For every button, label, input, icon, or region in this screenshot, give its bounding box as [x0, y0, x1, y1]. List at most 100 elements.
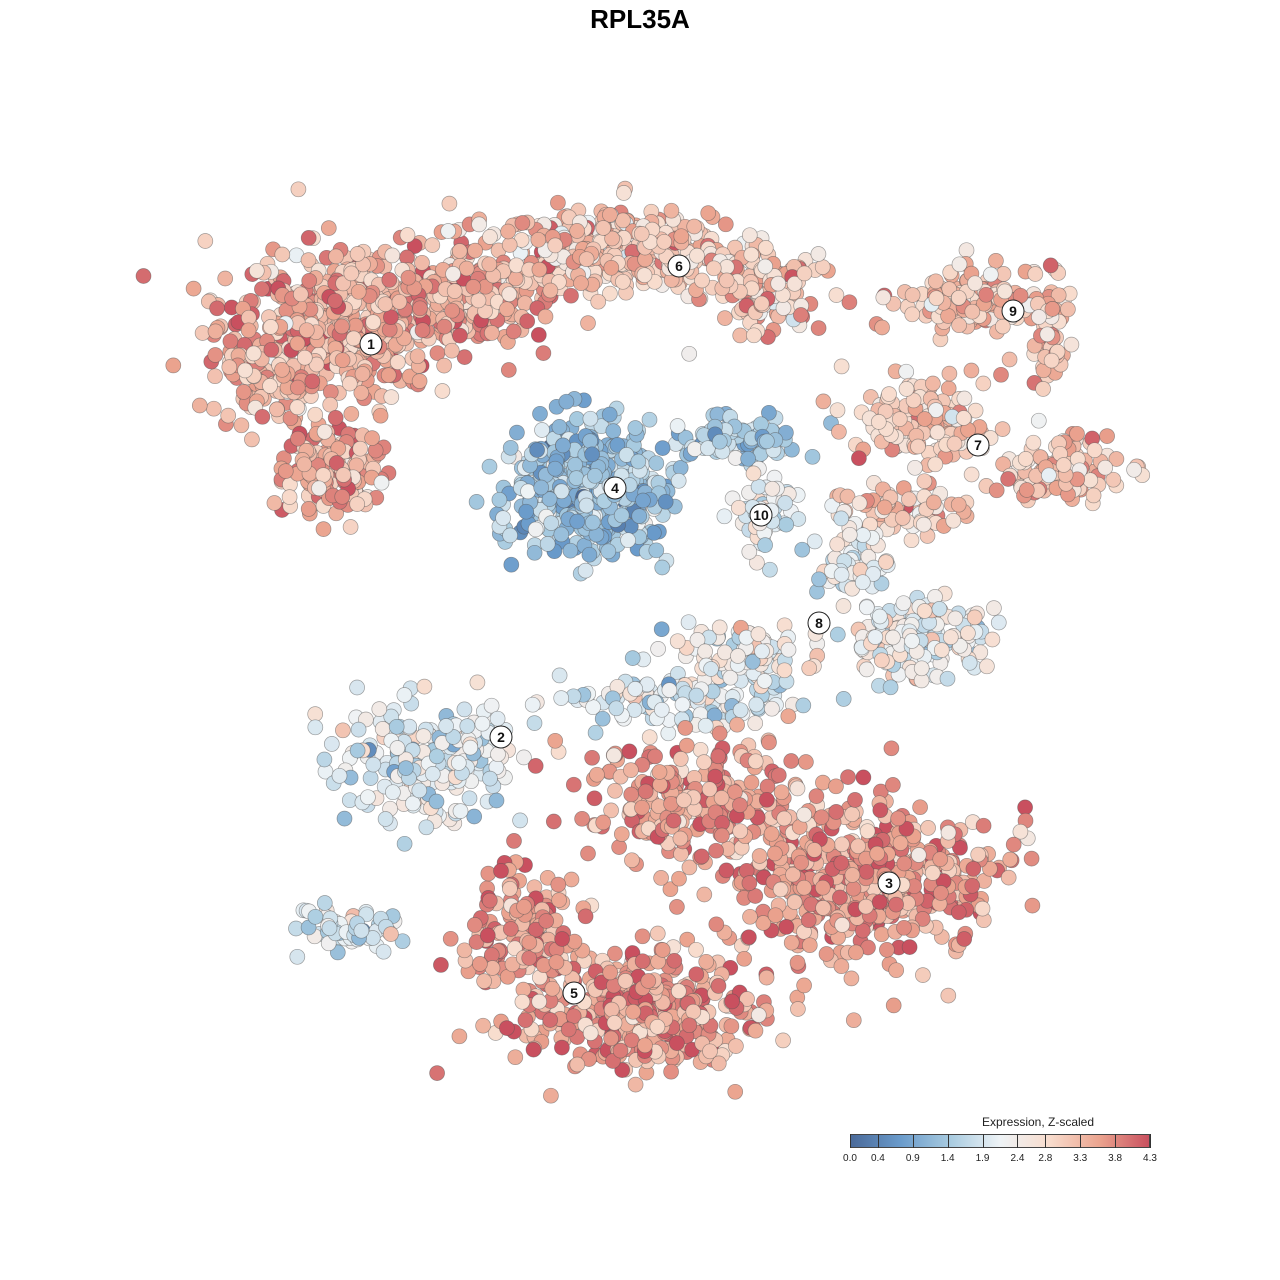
cell-point [499, 301, 515, 318]
cell-point [578, 251, 595, 268]
cell-point [589, 766, 605, 783]
cell-point [135, 268, 152, 284]
cell-point [539, 536, 556, 552]
cell-point [608, 700, 625, 717]
cell-point [927, 273, 944, 290]
cell-point [1097, 459, 1114, 476]
cell-point [832, 889, 848, 906]
cell-point [892, 835, 909, 851]
cell-point [778, 516, 795, 533]
cell-point [796, 806, 813, 823]
cell-point [818, 946, 835, 962]
cell-point [411, 782, 428, 799]
cell-point [915, 967, 931, 983]
cell-point [783, 753, 800, 769]
cell-point [474, 715, 491, 732]
cell-point [1042, 257, 1059, 274]
cell-point [548, 954, 565, 971]
cell-point [414, 322, 431, 339]
svg-text:5: 5 [570, 985, 578, 1001]
cell-point [678, 737, 695, 754]
cell-point [424, 237, 441, 253]
cell-point [960, 625, 976, 642]
cell-point [663, 1063, 679, 1080]
cell-point [661, 682, 678, 698]
cell-point [274, 246, 291, 263]
cell-point [416, 678, 433, 695]
cell-point [759, 433, 775, 450]
cell-point [1018, 482, 1035, 498]
cell-point [501, 286, 518, 303]
cell-point [764, 700, 780, 717]
cell-point [708, 916, 725, 933]
cell-point [482, 229, 498, 245]
cell-point [993, 366, 1009, 383]
cell-point [870, 414, 887, 430]
cell-point [506, 833, 522, 849]
cell-point [940, 987, 957, 1004]
cluster-label-6: 6 [667, 254, 691, 278]
cell-point [748, 696, 765, 713]
cell-point [320, 220, 337, 236]
cell-point [316, 895, 333, 911]
cell-point [653, 870, 669, 886]
cell-point [333, 318, 350, 335]
cell-point [354, 366, 371, 382]
cell-point [859, 823, 876, 840]
cell-point [483, 697, 500, 714]
cell-point [550, 194, 566, 211]
chart-title: RPL35A [590, 4, 690, 34]
cell-point [741, 227, 758, 244]
cell-point [670, 983, 687, 1000]
cell-point [296, 349, 313, 366]
cell-point [869, 845, 886, 862]
cell-point [373, 474, 390, 491]
cell-point [931, 601, 948, 617]
cell-point [469, 674, 486, 691]
cell-point [879, 941, 895, 958]
cell-point [854, 574, 871, 591]
cell-point [490, 746, 506, 763]
cell-point [516, 898, 532, 915]
cell-point [858, 863, 875, 880]
cell-point [833, 358, 850, 375]
cell-point [898, 363, 915, 380]
cell-point [876, 499, 893, 516]
cell-point [840, 769, 856, 785]
cell-point [741, 543, 758, 560]
legend-tick-label: 4.3 [1143, 1153, 1157, 1164]
cell-point [266, 495, 283, 511]
cell-point [470, 292, 487, 309]
cell-point [920, 820, 936, 836]
cell-point [965, 860, 982, 877]
cell-point [381, 272, 398, 288]
cell-point [365, 314, 382, 330]
cell-point [428, 793, 445, 810]
cell-point [1000, 869, 1017, 886]
cell-point [547, 237, 564, 254]
cell-point [298, 322, 315, 339]
cell-point [708, 842, 724, 859]
svg-text:8: 8 [815, 615, 823, 631]
cell-point [476, 973, 492, 989]
cell-point [804, 448, 821, 465]
cell-point [514, 215, 531, 231]
cell-point [613, 507, 630, 524]
cell-point [269, 401, 285, 418]
cell-point [883, 740, 900, 757]
cell-point [353, 922, 370, 939]
cell-point [916, 411, 933, 427]
cell-point [686, 218, 703, 235]
cell-point [745, 465, 762, 482]
cell-point [505, 323, 522, 340]
cell-point [1002, 851, 1019, 868]
cell-point [806, 533, 823, 550]
cell-point [653, 621, 670, 638]
cell-point [185, 280, 202, 297]
svg-text:6: 6 [675, 258, 683, 274]
cell-point [1017, 799, 1033, 816]
cluster-label-3: 3 [877, 871, 901, 895]
cell-point [901, 939, 918, 955]
cell-point [777, 495, 793, 511]
cell-point [810, 320, 827, 336]
